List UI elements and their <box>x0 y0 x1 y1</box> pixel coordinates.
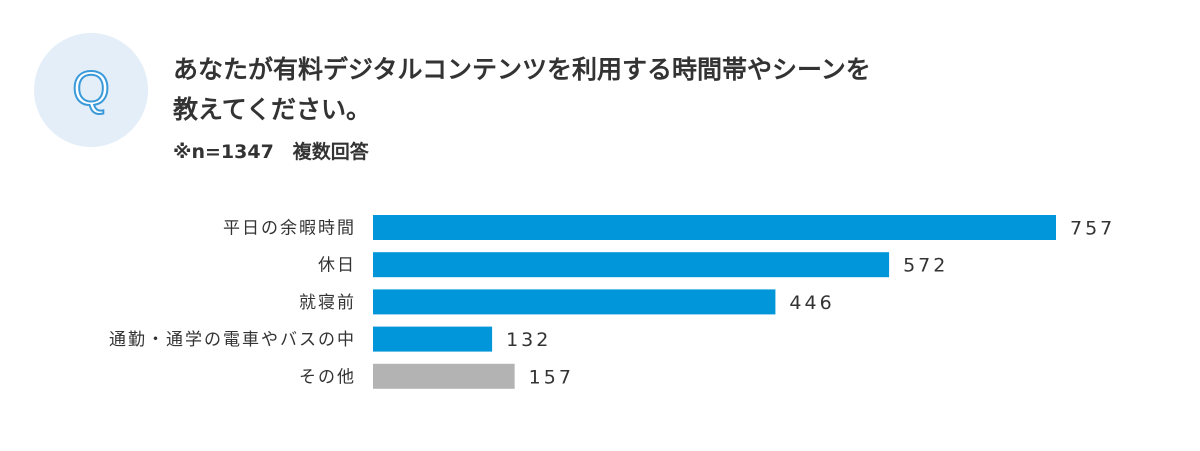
question-line-2: 教えてください。 <box>173 95 372 124</box>
sample-note: ※n=1347 複数回答 <box>173 141 369 163</box>
value-label: 157 <box>529 366 574 388</box>
question-badge: Q <box>34 33 148 147</box>
question-badge-letter: Q <box>71 63 110 116</box>
bar <box>373 215 1056 240</box>
value-label: 446 <box>789 292 834 314</box>
bar <box>373 252 890 278</box>
value-label: 757 <box>1070 218 1115 240</box>
category-label: 休日 <box>318 256 356 276</box>
bar <box>373 363 515 389</box>
category-label: 平日の余暇時間 <box>223 219 356 239</box>
category-label: 通勤・通学の電車やバスの中 <box>109 330 356 350</box>
value-label: 572 <box>903 255 948 277</box>
bar <box>373 326 493 352</box>
category-label: その他 <box>299 367 356 387</box>
bar <box>373 289 776 315</box>
question-title: あなたが有料デジタルコンテンツを利用する時間帯やシーンを 教えてください。 <box>173 50 973 130</box>
question-line-1: あなたが有料デジタルコンテンツを利用する時間帯やシーンを <box>173 55 871 84</box>
value-label: 132 <box>506 329 551 351</box>
category-label: 就寝前 <box>299 292 356 313</box>
